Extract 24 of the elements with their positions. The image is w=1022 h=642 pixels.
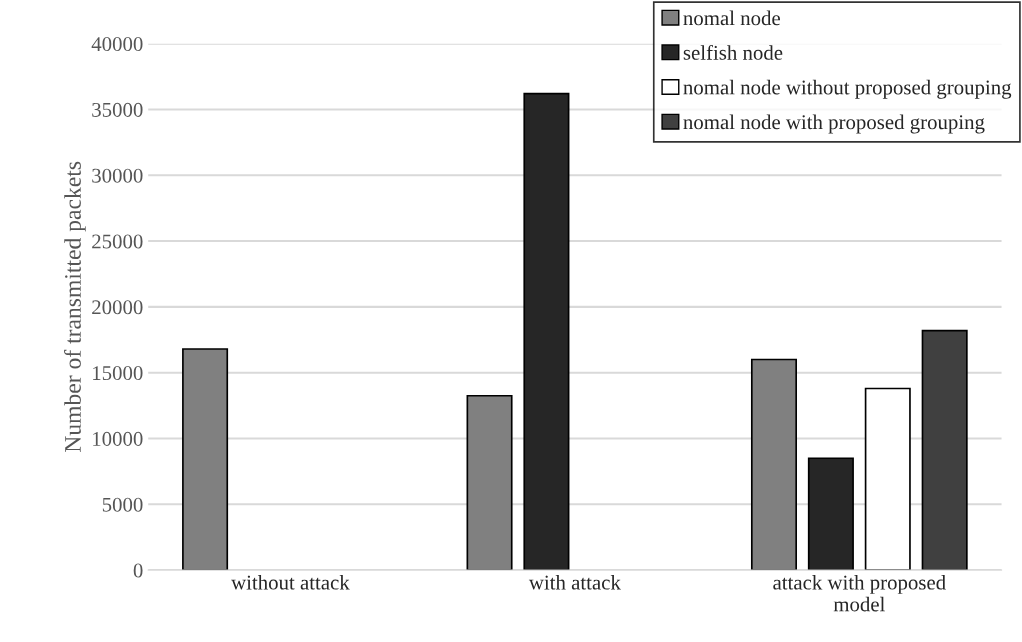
y-tick-label: 15000: [93, 366, 143, 381]
legend-label: nomal node without proposed grouping: [683, 79, 1012, 99]
y-tick-label: 5000: [102, 497, 143, 512]
x-tick-label: without attack: [231, 574, 350, 590]
y-tick-label: 35000: [92, 102, 143, 117]
legend-label: nomal node with proposed grouping: [683, 114, 985, 134]
y-tick-label: 0: [133, 563, 143, 578]
bar: [864, 387, 911, 571]
bar: [466, 394, 513, 571]
y-tick-label: 10000: [93, 431, 143, 446]
y-tick-label: 30000: [92, 168, 143, 183]
legend-label: selfish node: [683, 44, 783, 60]
bar: [523, 92, 570, 571]
y-tick-label: 40000: [91, 37, 143, 52]
bar: [750, 358, 798, 571]
x-tick-label: attack with proposed model: [773, 574, 946, 612]
bar: [182, 348, 229, 571]
bar: [807, 457, 854, 571]
y-axis-title: Number of transmitted packets: [64, 161, 86, 453]
legend-label: nomal node: [683, 10, 780, 26]
y-tick-label: 20000: [92, 300, 143, 315]
x-tick-label: with attack: [528, 574, 621, 590]
y-tick-label: 25000: [92, 234, 143, 249]
bar: [921, 329, 968, 571]
